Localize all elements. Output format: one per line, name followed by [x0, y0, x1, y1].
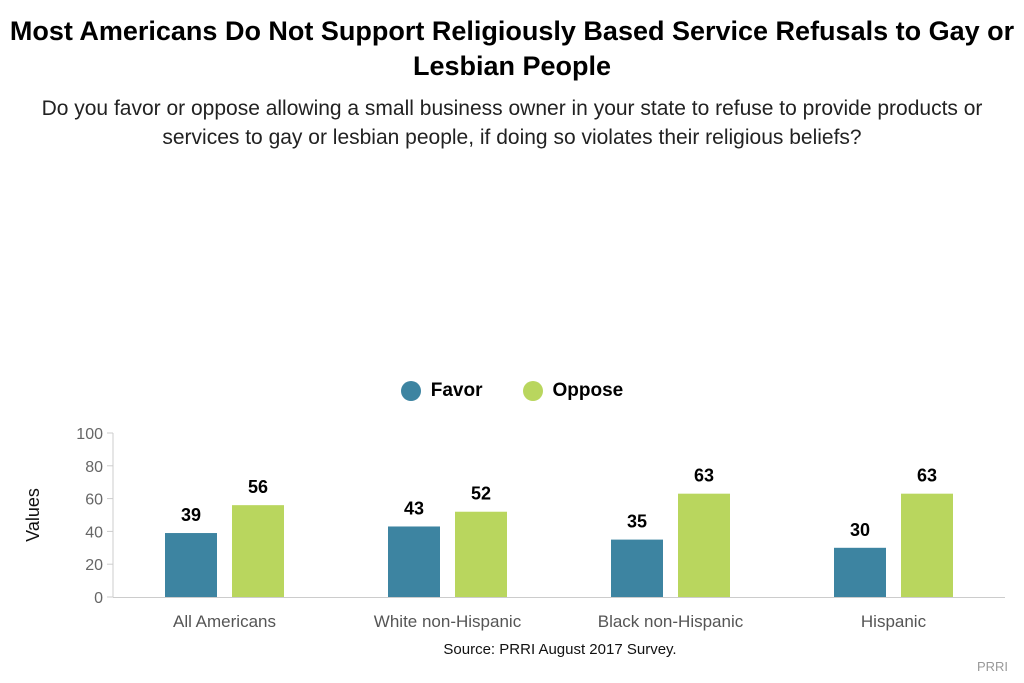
x-tick-label: All Americans	[173, 612, 276, 631]
y-tick-label: 60	[85, 492, 103, 509]
data-label-favor: 30	[850, 520, 870, 540]
data-label-favor: 35	[627, 512, 647, 532]
x-tick-label: White non-Hispanic	[374, 612, 522, 631]
legend-label-favor: Favor	[430, 380, 483, 401]
bar-favor	[611, 539, 663, 597]
bar-oppose	[455, 511, 507, 597]
y-axis-title: Values	[23, 488, 43, 542]
legend: Favor Oppose	[0, 380, 1024, 402]
data-label-favor: 43	[404, 498, 424, 518]
bar-favor	[834, 547, 886, 597]
data-label-favor: 39	[181, 505, 201, 525]
bar-favor	[165, 533, 217, 597]
credit: PRRI	[976, 659, 1008, 674]
bar-oppose	[901, 493, 953, 597]
data-label-oppose: 52	[471, 484, 491, 504]
y-tick-label: 20	[85, 557, 103, 574]
data-label-oppose: 56	[248, 477, 268, 497]
bar-oppose	[678, 493, 730, 597]
chart-title: Most Americans Do Not Support Religiousl…	[9, 16, 1015, 81]
x-tick-label: Black non-Hispanic	[598, 612, 744, 631]
x-tick-label: Hispanic	[861, 612, 927, 631]
y-tick-label: 40	[85, 524, 103, 541]
y-tick-label: 100	[76, 426, 103, 443]
y-tick-label: 80	[85, 459, 103, 476]
y-tick-label: 0	[94, 590, 103, 607]
chart-subtitle: Do you favor or oppose allowing a small …	[41, 97, 983, 149]
legend-marker-oppose	[522, 381, 543, 401]
legend-label-oppose: Oppose	[552, 380, 624, 401]
data-label-oppose: 63	[694, 466, 714, 486]
bar-favor	[388, 526, 440, 597]
bar-oppose	[232, 505, 284, 597]
legend-item-favor[interactable]: Favor	[400, 380, 483, 402]
data-label-oppose: 63	[917, 466, 937, 486]
source-note: Source: PRRI August 2017 Survey.	[443, 641, 677, 658]
legend-marker-favor	[400, 381, 421, 401]
legend-item-oppose[interactable]: Oppose	[522, 380, 624, 402]
